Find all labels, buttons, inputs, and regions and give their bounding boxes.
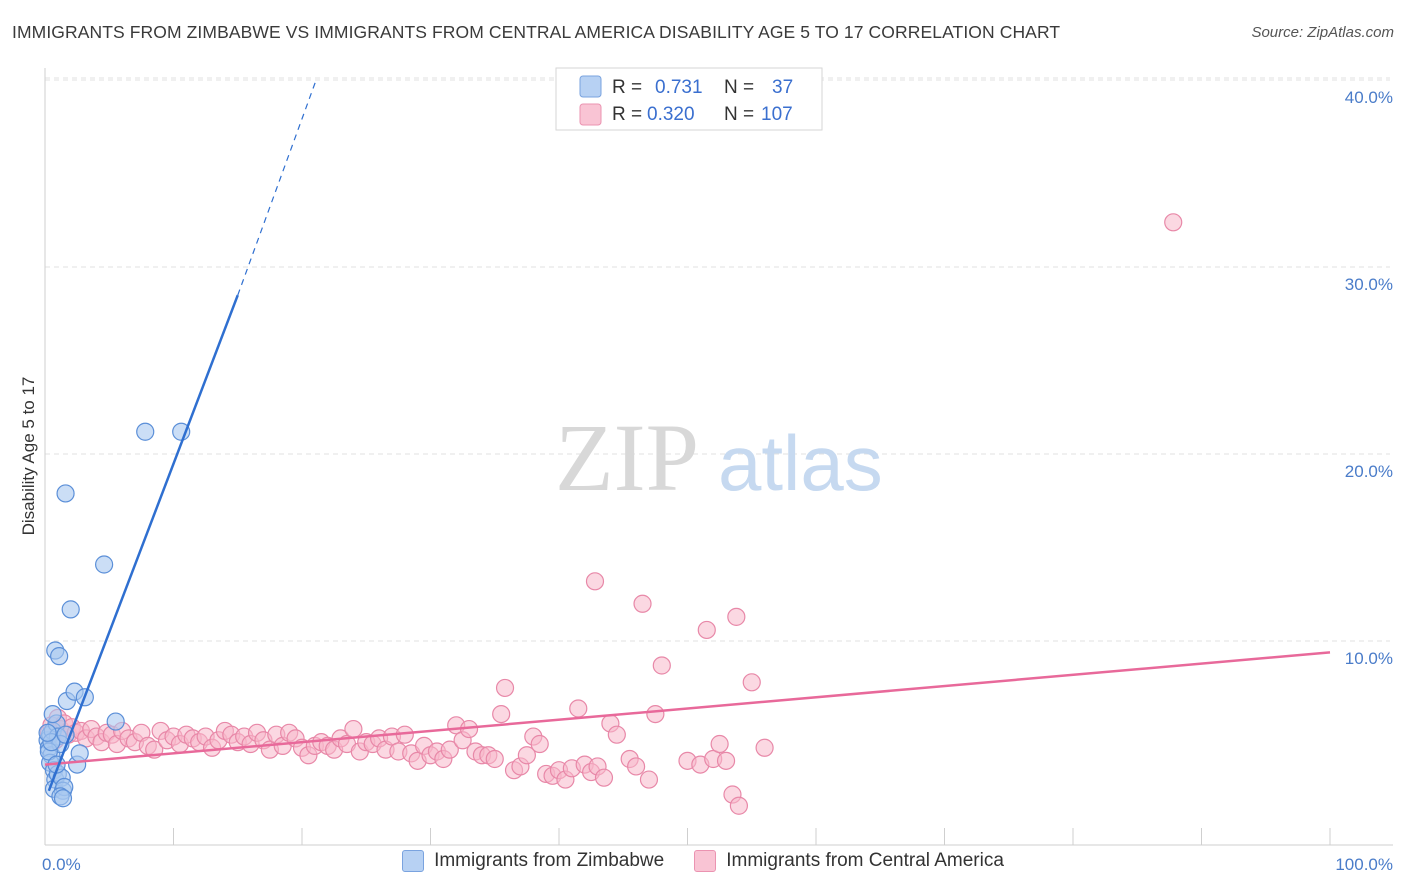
point-central-america [517,746,536,765]
point-central-america [495,678,515,698]
point-zimbabwe [56,484,75,503]
chart-title: IMMIGRANTS FROM ZIMBABWE VS IMMIGRANTS F… [12,22,1061,42]
point-zimbabwe [70,744,89,763]
point-central-america [485,749,504,769]
point-central-america [344,719,363,739]
point-central-america [727,607,746,626]
point-central-america [639,770,659,789]
x-tick-label-max: 100.0% [1335,855,1393,874]
point-central-america [607,725,626,744]
legend-label-central-america: Immigrants from Central America [726,850,1004,871]
point-central-america [440,740,459,759]
tick-labels: 10.0% 20.0% 30.0% 40.0% 0.0% 100.0% [42,88,1393,874]
point-central-america [633,594,652,613]
source-credit: Source: ZipAtlas.com [1251,24,1394,41]
point-central-america [569,699,588,718]
trend-lines [44,79,1331,792]
legend-item-central-america: Immigrants from Central America [694,850,1004,872]
point-central-america [492,704,511,724]
point-zimbabwe [95,555,114,574]
watermark: ZIP atlas [555,404,883,511]
legend-n-label-central-america: N = [724,104,754,125]
point-central-america [697,620,716,640]
trend-line-zimbabwe [47,294,239,792]
legend-swatch-zimbabwe-bottom [402,850,425,872]
legend-n-label-zimbabwe: N = [724,77,754,98]
legend-r-label-zimbabwe: R = [612,77,642,98]
point-zimbabwe [50,647,69,666]
legend-swatch-central-america-bottom [694,850,717,872]
grid-lines [45,77,1390,642]
point-central-america [710,734,729,754]
stats-legend: R = 0.731 N = 37 R = 0.320 N = 107 [555,67,823,131]
legend-label-zimbabwe: Immigrants from Zimbabwe [434,850,665,871]
legend-r-value-zimbabwe: 0.731 [655,77,703,98]
x-tick-label-min: 0.0% [42,855,81,874]
point-central-america [755,738,774,757]
series-central-america [39,213,1183,815]
legend-n-value-central-america: 107 [761,104,793,125]
point-central-america [1164,213,1183,232]
point-central-america [646,704,665,724]
point-central-america [585,572,605,591]
legend-r-value-central-america: 0.320 [647,104,695,125]
y-tick-label: 20.0% [1345,462,1393,481]
y-tick-label: 10.0% [1345,649,1393,668]
watermark-zip: ZIP [555,404,699,511]
y-tick-label: 30.0% [1345,275,1393,294]
legend-r-label-central-america: R = [612,104,642,125]
point-central-america [530,734,549,754]
trend-line-zimbabwe-extension [237,79,317,296]
point-central-america [742,673,761,692]
point-central-america [594,768,614,787]
watermark-atlas: atlas [718,419,883,507]
point-central-america [652,656,671,675]
point-central-america [716,751,736,770]
series-legend: Immigrants from Zimbabwe Immigrants from… [0,850,1406,872]
point-central-america [729,796,749,815]
point-zimbabwe [136,422,155,441]
point-zimbabwe [43,704,62,724]
legend-n-value-zimbabwe: 37 [772,77,793,98]
point-zimbabwe [53,789,73,808]
point-zimbabwe [38,723,57,742]
series-zimbabwe [38,422,191,808]
point-zimbabwe [61,600,80,619]
legend-item-zimbabwe: Immigrants from Zimbabwe [402,850,664,872]
point-central-america [626,757,646,776]
y-axis-label: Disability Age 5 to 17 [19,377,38,536]
trend-line-central-america [44,651,1331,766]
point-zimbabwe [106,712,125,731]
legend-swatch-zimbabwe [579,75,602,98]
legend-swatch-central-america [579,103,602,126]
y-tick-label: 40.0% [1345,88,1393,107]
